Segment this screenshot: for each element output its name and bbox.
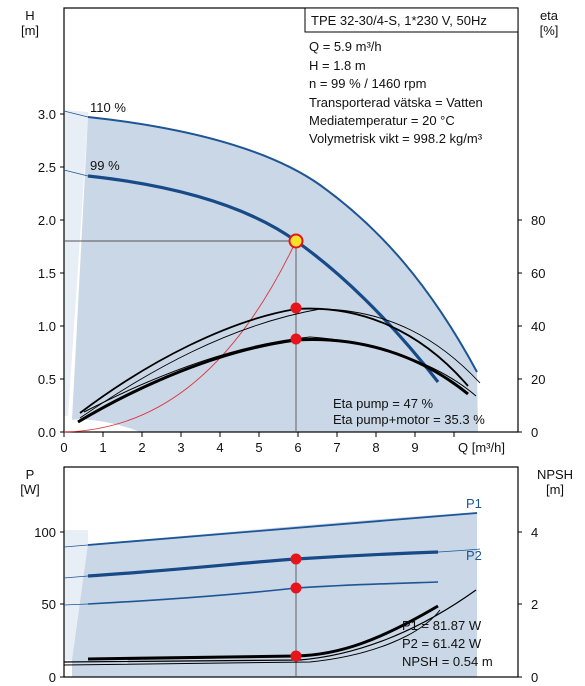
- y-right-unit: [%]: [540, 23, 559, 38]
- eta-pump-point: [290, 302, 302, 314]
- x-tick-label: 5: [255, 440, 262, 455]
- y-tick-label: 1.0: [38, 319, 56, 334]
- p-axis-unit: [W]: [20, 482, 40, 497]
- x-tick-label: 9: [411, 440, 418, 455]
- power-band-light: [64, 530, 88, 660]
- y-left-unit: [m]: [21, 23, 39, 38]
- x-tick-label: 7: [333, 440, 340, 455]
- npsh-tick-label: 4: [531, 525, 538, 540]
- info-line-q: Q = 5.9 m³/h: [309, 39, 382, 54]
- p2-operating-point: [290, 582, 302, 594]
- operating-point: [288, 233, 304, 249]
- x-tick-label: 1: [99, 440, 106, 455]
- curve-110-label: 110 %: [90, 100, 126, 115]
- system-curve: [63, 240, 297, 433]
- eta-thin-curve-b: [83, 336, 477, 413]
- y2-tick-label: 20: [531, 372, 545, 387]
- x-tick-label: 0: [60, 440, 67, 455]
- y-left-ticks: 0.0 0.5 1.0 1.5 2.0 2.5 3.0: [38, 107, 64, 440]
- eta-pump-motor-point: [290, 333, 302, 345]
- x-tick-label: 3: [177, 440, 184, 455]
- p1-operating-point: [290, 553, 302, 565]
- p2-curve-label: P2: [466, 548, 482, 563]
- eta-thin-curve-a: [79, 308, 481, 419]
- p-tick-label: 0: [49, 670, 56, 685]
- y-tick-label: 2.0: [38, 213, 56, 228]
- p-tick-label: 100: [34, 525, 56, 540]
- curve-110-percent: [87, 116, 478, 373]
- operating-range-band: [72, 117, 478, 432]
- x-tick-label: 6: [294, 440, 301, 455]
- curve-110-outline: [63, 110, 89, 118]
- p1-value-annotation: P1 = 81.87 W: [402, 618, 482, 633]
- bottom-plot-frame: [63, 466, 519, 678]
- x-tick-label: 4: [216, 440, 223, 455]
- info-line-density: Volymetrisk vikt = 998.2 kg/m³: [309, 131, 483, 146]
- curve-99-label: 99 %: [90, 158, 120, 173]
- npsh-value-annotation: NPSH = 0.54 m: [402, 654, 493, 669]
- y-left-title: H: [25, 8, 34, 23]
- y-tick-label: 3.0: [38, 107, 56, 122]
- x-axis-label: Q [m³/h]: [458, 440, 505, 455]
- npsh-axis-unit: [m]: [546, 482, 564, 497]
- x-tick-label: 8: [372, 440, 379, 455]
- y2-tick-label: 0: [531, 425, 538, 440]
- power-band: [72, 512, 477, 677]
- eta-pump-annotation: Eta pump = 47 %: [333, 396, 434, 411]
- p2-value-annotation: P2 = 61.42 W: [402, 636, 482, 651]
- info-line-fluid: Transporterad vätska = Vatten: [309, 95, 483, 110]
- power-npsh-chart: P1 P2 P [W] NPSH [m] 0 50 100 0 2 4 P1 =…: [20, 466, 573, 685]
- y2-tick-label: 40: [531, 319, 545, 334]
- curve-99-outline: [63, 169, 89, 177]
- x-ticks: 0 1 2 3 4 5 6 7 8 9: [60, 432, 455, 455]
- y-tick-label: 0.0: [38, 425, 56, 440]
- info-line-temp: Mediatemperatur = 20 °C: [309, 113, 455, 128]
- p1-curve: [87, 512, 478, 546]
- pump-model-title: TPE 32-30/4-S, 1*230 V, 50Hz: [311, 13, 487, 28]
- p1-outline: [63, 544, 89, 548]
- y2-tick-label: 60: [531, 266, 545, 281]
- y-tick-label: 1.5: [38, 266, 56, 281]
- npsh-curve-thin-b: [63, 609, 441, 666]
- operating-range-light: [64, 110, 88, 416]
- info-title-box: [304, 7, 519, 33]
- npsh-tick-label: 0: [531, 670, 538, 685]
- y-right-ticks: 0 20 40 60 80: [518, 213, 545, 440]
- p2-extension-curve: [437, 548, 481, 553]
- p2-outline: [63, 575, 89, 579]
- p1-curve-label: P1: [466, 496, 482, 511]
- info-line-h: H = 1.8 m: [309, 58, 366, 73]
- head-efficiency-chart: 110 % 99 % H [m] eta [%] 0.0 0.5 1.0 1.5…: [21, 7, 559, 455]
- npsh-curve-thin-a: [63, 589, 477, 663]
- plow-outline: [63, 603, 89, 606]
- y-right-title: eta: [540, 8, 559, 23]
- y2-tick-label: 80: [531, 213, 545, 228]
- npsh-operating-point: [290, 650, 302, 662]
- npsh-axis-title: NPSH: [537, 467, 573, 482]
- y-tick-label: 0.5: [38, 372, 56, 387]
- p-tick-label: 50: [42, 597, 56, 612]
- y-tick-label: 2.5: [38, 160, 56, 175]
- eta-pump-motor-annotation: Eta pump+motor = 35.3 %: [333, 412, 485, 427]
- x-tick-label: 2: [138, 440, 145, 455]
- p-axis-title: P: [26, 467, 35, 482]
- npsh-tick-label: 2: [531, 597, 538, 612]
- info-line-n: n = 99 % / 1460 rpm: [309, 76, 426, 91]
